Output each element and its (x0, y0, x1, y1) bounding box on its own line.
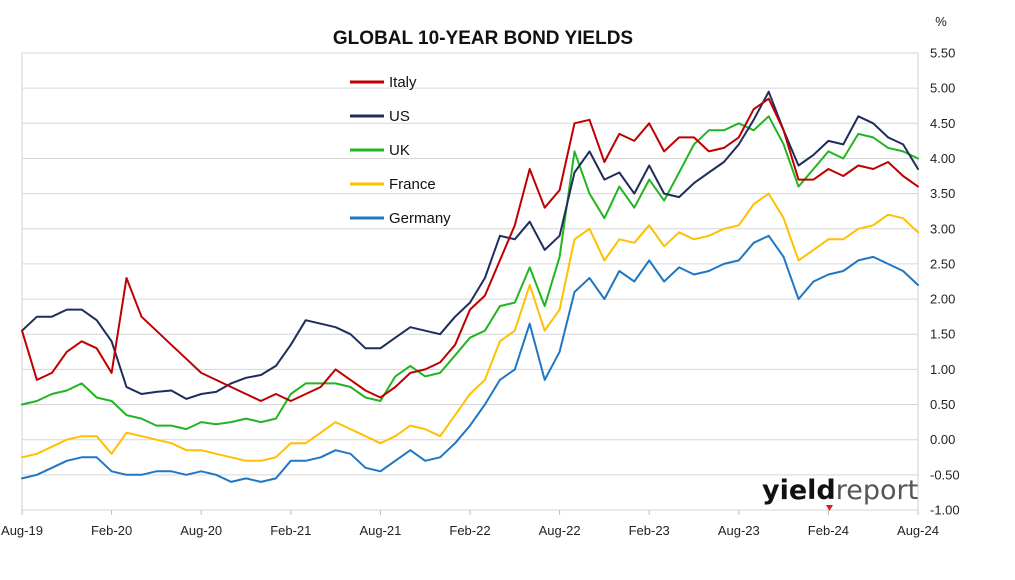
unit-label: % (935, 14, 947, 29)
y-tick-label: 1.00 (930, 362, 955, 377)
x-tick-label: Aug-23 (718, 523, 760, 538)
legend-label-germany: Germany (389, 210, 451, 227)
y-tick-label: 2.00 (930, 292, 955, 307)
x-tick-label: Aug-20 (180, 523, 222, 538)
legend-label-uk: UK (389, 142, 410, 159)
legend: Italy US UK France Germany (350, 74, 451, 227)
x-tick-label: Aug-21 (359, 523, 401, 538)
plot-area-frame (21, 52, 919, 511)
y-tick-label: -1.00 (930, 503, 960, 518)
x-tick-label: Feb-23 (629, 523, 670, 538)
series-line-uk (21, 115, 919, 431)
series-line-italy (21, 97, 919, 402)
x-tick-label: Aug-24 (897, 523, 939, 538)
x-tick-label: Feb-21 (270, 523, 311, 538)
y-tick-label: 0.50 (930, 397, 955, 412)
x-tick-label: Aug-22 (539, 523, 581, 538)
y-tick-label: 1.50 (930, 327, 955, 342)
brand-part-2: report (836, 475, 918, 506)
y-tick-label: 5.50 (930, 46, 955, 61)
y-tick-label: 3.00 (930, 221, 955, 236)
y-tick-label: 2.50 (930, 256, 955, 271)
x-tick-label: Feb-24 (808, 523, 849, 538)
brand-part-1: yield (762, 475, 836, 506)
legend-label-france: France (389, 176, 436, 193)
legend-label-italy: Italy (389, 74, 417, 91)
series-line-france (21, 192, 919, 462)
y-tick-label: 0.00 (930, 432, 955, 447)
brand-mark-icon (826, 505, 833, 511)
x-axis: Aug-19 Feb-20 Aug-20 Feb-21 Aug-21 Feb-22 Aug-… (1, 510, 939, 538)
x-tick-label: Feb-20 (91, 523, 132, 538)
x-tick-label: Feb-22 (449, 523, 490, 538)
series-line-us (21, 90, 919, 400)
chart-title: GLOBAL 10-YEAR BOND YIELDS (333, 28, 633, 49)
legend-label-us: US (389, 108, 410, 125)
series-layer (21, 90, 919, 483)
x-tick-label: Aug-19 (1, 523, 43, 538)
svg-text:yieldreport: yieldreport (762, 475, 918, 506)
y-tick-label: 3.50 (930, 186, 955, 201)
y-tick-label: 4.00 (930, 151, 955, 166)
series-line-germany (21, 234, 919, 483)
y-axis: 5.50 5.00 4.50 4.00 3.50 3.00 2.50 2.00 1.50 1.00… (930, 46, 960, 518)
brand-logo: yieldreport (762, 475, 918, 511)
y-tick-label: 4.50 (930, 116, 955, 131)
gridlines (22, 52, 918, 511)
y-tick-label: -0.50 (930, 467, 960, 482)
y-tick-label: 5.00 (930, 81, 955, 96)
